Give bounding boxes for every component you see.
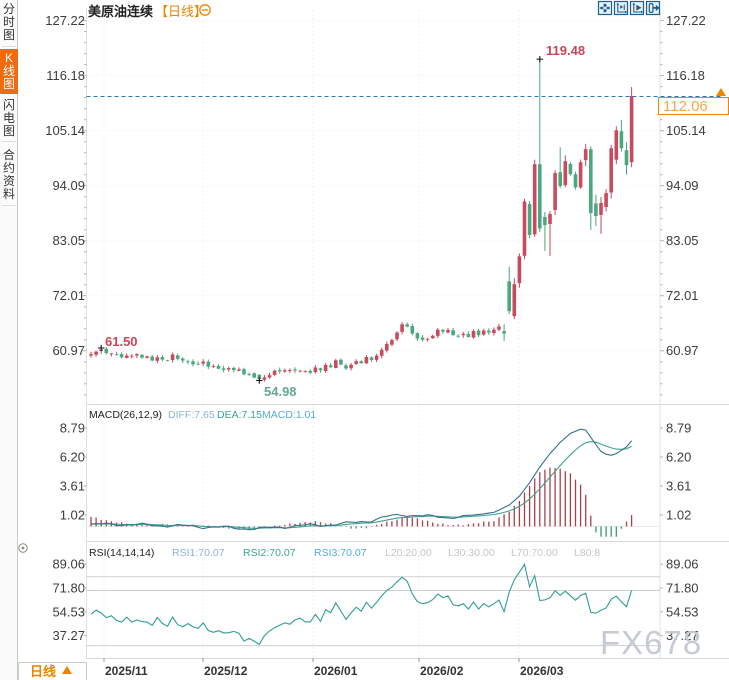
svg-text:2026/02: 2026/02 bbox=[420, 664, 464, 678]
svg-text:L80:8: L80:8 bbox=[574, 547, 600, 559]
svg-text:1.02: 1.02 bbox=[666, 508, 691, 523]
svg-text:3.61: 3.61 bbox=[60, 479, 85, 494]
svg-text:83.05: 83.05 bbox=[52, 233, 85, 248]
svg-text:8.79: 8.79 bbox=[60, 421, 85, 436]
svg-text:美原油连续: 美原油连续 bbox=[88, 4, 153, 19]
svg-text:94.09: 94.09 bbox=[666, 178, 699, 193]
svg-text:DIFF:7.65: DIFF:7.65 bbox=[168, 409, 215, 421]
svg-text:112.06: 112.06 bbox=[663, 98, 708, 115]
svg-text:89.06: 89.06 bbox=[52, 557, 85, 572]
svg-text:【日线】: 【日线】 bbox=[155, 4, 207, 19]
svg-text:116.18: 116.18 bbox=[666, 68, 705, 83]
svg-text:L20:20.00: L20:20.00 bbox=[385, 547, 432, 559]
svg-text:94.09: 94.09 bbox=[52, 178, 85, 193]
svg-text:3.61: 3.61 bbox=[666, 479, 691, 494]
svg-text:72.01: 72.01 bbox=[52, 288, 85, 303]
svg-text:2025/12: 2025/12 bbox=[204, 664, 248, 678]
svg-text:MACD(26,12,9): MACD(26,12,9) bbox=[89, 409, 162, 421]
svg-text:MACD:1.01: MACD:1.01 bbox=[262, 409, 316, 421]
svg-text:105.14: 105.14 bbox=[666, 123, 706, 138]
svg-text:60.97: 60.97 bbox=[666, 343, 699, 358]
svg-text:6.20: 6.20 bbox=[666, 450, 691, 465]
svg-text:8.79: 8.79 bbox=[666, 421, 691, 436]
svg-text:L70:70.00: L70:70.00 bbox=[511, 547, 558, 559]
svg-text:FX678: FX678 bbox=[600, 624, 702, 661]
svg-text:1.02: 1.02 bbox=[60, 508, 85, 523]
svg-text:54.98: 54.98 bbox=[264, 384, 297, 399]
svg-text:61.50: 61.50 bbox=[105, 334, 138, 349]
svg-text:83.05: 83.05 bbox=[666, 233, 699, 248]
svg-text:116.18: 116.18 bbox=[46, 68, 85, 83]
svg-text:RSI2:70.07: RSI2:70.07 bbox=[243, 547, 296, 559]
svg-text:89.06: 89.06 bbox=[666, 557, 699, 572]
svg-text:54.53: 54.53 bbox=[666, 604, 699, 619]
svg-text:54.53: 54.53 bbox=[52, 604, 85, 619]
svg-text:L30:30.00: L30:30.00 bbox=[448, 547, 495, 559]
svg-text:119.48: 119.48 bbox=[546, 43, 585, 58]
svg-text:DEA:7.15: DEA:7.15 bbox=[217, 409, 262, 421]
svg-text:2025/11: 2025/11 bbox=[105, 664, 148, 678]
svg-text:日线: 日线 bbox=[30, 664, 56, 679]
svg-text:2026/03: 2026/03 bbox=[520, 664, 564, 678]
svg-text:RSI3:70.07: RSI3:70.07 bbox=[314, 547, 367, 559]
svg-text:RSI1:70.07: RSI1:70.07 bbox=[172, 547, 225, 559]
svg-text:RSI(14,14,14): RSI(14,14,14) bbox=[89, 547, 154, 559]
svg-text:60.97: 60.97 bbox=[52, 343, 85, 358]
svg-text:37.27: 37.27 bbox=[666, 628, 699, 643]
svg-text:71.80: 71.80 bbox=[52, 581, 85, 596]
svg-text:105.14: 105.14 bbox=[45, 123, 85, 138]
svg-text:127.22: 127.22 bbox=[666, 13, 706, 28]
svg-text:2026/01: 2026/01 bbox=[314, 664, 358, 678]
svg-text:6.20: 6.20 bbox=[60, 450, 85, 465]
svg-text:127.22: 127.22 bbox=[45, 13, 85, 28]
svg-text:37.27: 37.27 bbox=[52, 628, 85, 643]
svg-text:72.01: 72.01 bbox=[666, 288, 699, 303]
svg-text:71.80: 71.80 bbox=[666, 581, 699, 596]
